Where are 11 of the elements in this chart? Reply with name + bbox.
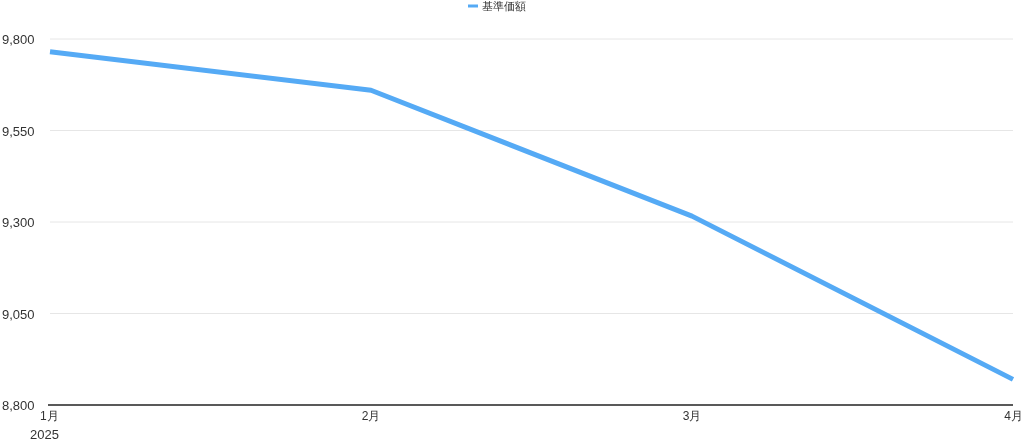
x-tick-label: 3月 (682, 409, 702, 423)
x-tick-label: 1月 (40, 409, 59, 423)
x-tick-label: 2月 (361, 409, 381, 423)
y-tick-label: 9,550 (2, 123, 35, 139)
x-tick-label: 4月 (1004, 409, 1023, 423)
y-tick-label: 8,800 (2, 398, 35, 413)
y-tick-label: 9,800 (2, 32, 35, 47)
y-tick-label: 9,300 (2, 215, 35, 230)
text: 2025 (30, 427, 59, 441)
y-tick-label: 9,050 (2, 306, 35, 322)
legend-label: 基準価額 (482, 0, 526, 12)
